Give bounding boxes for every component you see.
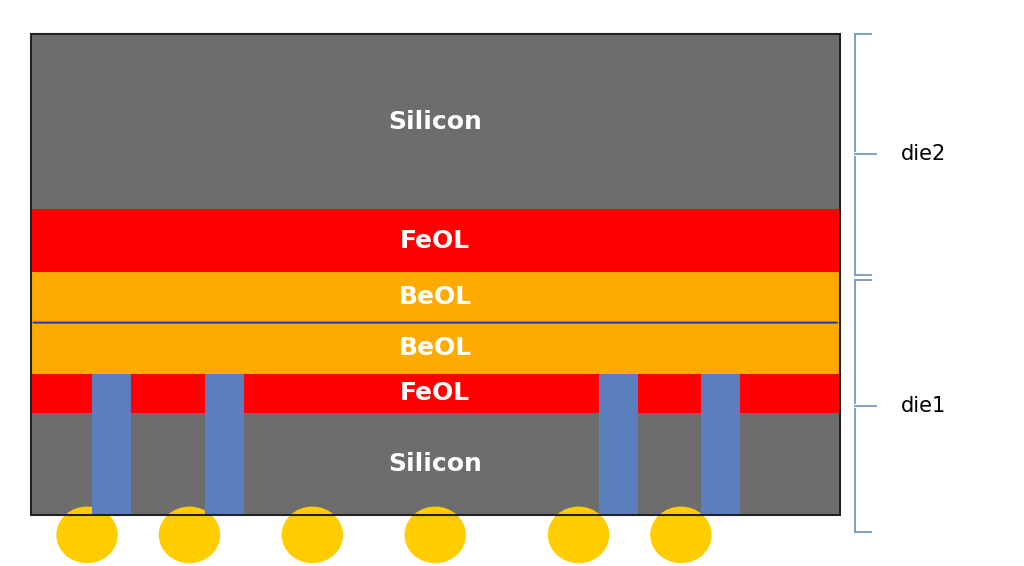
Bar [599,374,638,515]
Bar [31,323,840,374]
Bar [31,34,840,515]
Bar [31,34,840,209]
Text: die2: die2 [901,144,946,164]
Ellipse shape [404,507,466,563]
Bar [701,374,740,515]
Ellipse shape [159,507,220,563]
Text: BeOL: BeOL [398,285,472,309]
Bar [31,272,840,323]
Bar [31,413,840,515]
Text: die1: die1 [901,396,946,416]
Text: FeOL: FeOL [400,381,470,405]
Ellipse shape [650,507,712,563]
Text: BeOL: BeOL [398,336,472,360]
Text: Silicon: Silicon [388,452,482,476]
Bar [92,374,131,515]
Bar [31,374,840,413]
Ellipse shape [282,507,343,563]
Ellipse shape [548,507,609,563]
Ellipse shape [56,507,118,563]
Bar [31,209,840,272]
Text: Silicon: Silicon [388,110,482,134]
Text: FeOL: FeOL [400,229,470,252]
Bar [205,374,244,515]
